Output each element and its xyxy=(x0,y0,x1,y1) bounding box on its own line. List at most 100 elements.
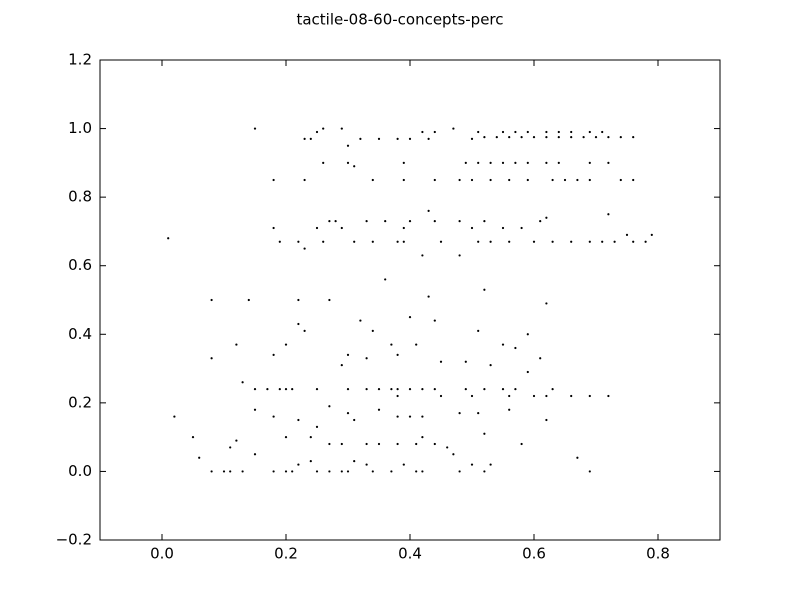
point xyxy=(328,405,331,408)
point xyxy=(545,136,548,139)
point xyxy=(501,226,505,230)
point xyxy=(588,470,591,473)
point xyxy=(520,442,523,446)
point xyxy=(551,178,554,182)
point xyxy=(650,233,653,236)
point xyxy=(508,408,511,411)
point xyxy=(570,394,573,398)
point xyxy=(421,436,424,439)
point xyxy=(557,136,560,139)
point xyxy=(402,178,405,182)
point xyxy=(371,470,374,473)
point xyxy=(526,333,529,336)
point xyxy=(359,137,362,140)
point xyxy=(489,240,492,243)
point xyxy=(191,436,195,439)
point xyxy=(340,226,343,230)
point xyxy=(241,470,244,473)
point xyxy=(272,353,275,356)
point xyxy=(477,130,480,134)
point xyxy=(371,329,374,332)
point xyxy=(446,446,449,449)
point xyxy=(402,226,405,230)
point xyxy=(297,240,300,243)
point xyxy=(483,470,486,473)
point xyxy=(563,178,567,182)
point xyxy=(427,137,430,140)
point xyxy=(309,137,312,140)
point xyxy=(365,220,368,223)
point xyxy=(421,415,424,418)
point xyxy=(353,418,356,422)
point xyxy=(210,298,213,302)
point xyxy=(235,343,238,346)
point xyxy=(309,436,312,439)
point xyxy=(421,130,424,134)
point xyxy=(594,136,598,139)
point xyxy=(396,415,399,418)
point xyxy=(371,178,374,182)
point xyxy=(198,456,201,459)
y-tick-label: 1.0 xyxy=(68,119,92,137)
point xyxy=(328,470,331,473)
point xyxy=(582,136,585,139)
point xyxy=(439,394,443,398)
point xyxy=(483,388,486,391)
point xyxy=(340,127,343,130)
point xyxy=(408,137,412,140)
point xyxy=(452,453,455,456)
point xyxy=(371,240,374,243)
point xyxy=(390,470,393,473)
point xyxy=(464,360,467,363)
point xyxy=(210,357,213,360)
point xyxy=(557,161,560,164)
point xyxy=(501,343,505,346)
point xyxy=(588,394,591,398)
point xyxy=(483,288,486,291)
point xyxy=(526,370,529,374)
chart-title: tactile-08-60-concepts-perc xyxy=(296,11,503,29)
point xyxy=(284,470,288,473)
point xyxy=(322,127,325,130)
point xyxy=(483,136,486,139)
point xyxy=(433,388,436,391)
point xyxy=(619,136,622,139)
point xyxy=(508,394,511,398)
point xyxy=(545,161,548,164)
point xyxy=(247,298,250,302)
point xyxy=(421,388,424,391)
point xyxy=(377,137,381,140)
point xyxy=(377,408,381,411)
point xyxy=(346,470,350,473)
point xyxy=(508,136,511,139)
point xyxy=(353,240,356,243)
point xyxy=(489,463,492,466)
point xyxy=(297,418,300,422)
point xyxy=(613,240,616,243)
point xyxy=(433,178,436,182)
point xyxy=(576,456,579,459)
point xyxy=(365,442,368,446)
point xyxy=(632,136,635,139)
point xyxy=(365,463,368,466)
point xyxy=(253,408,257,411)
point xyxy=(340,442,343,446)
point xyxy=(229,446,232,449)
point xyxy=(309,460,312,463)
point xyxy=(377,388,381,391)
point xyxy=(297,298,300,302)
y-tick-label: 0.8 xyxy=(68,188,92,206)
point xyxy=(576,178,579,182)
point xyxy=(470,178,474,182)
point xyxy=(346,161,350,164)
point xyxy=(334,220,337,223)
point xyxy=(408,388,412,391)
point xyxy=(477,240,480,243)
point xyxy=(415,343,418,346)
point xyxy=(458,178,461,182)
point xyxy=(601,240,604,243)
point xyxy=(315,388,319,391)
point xyxy=(384,278,387,281)
point xyxy=(346,388,350,391)
